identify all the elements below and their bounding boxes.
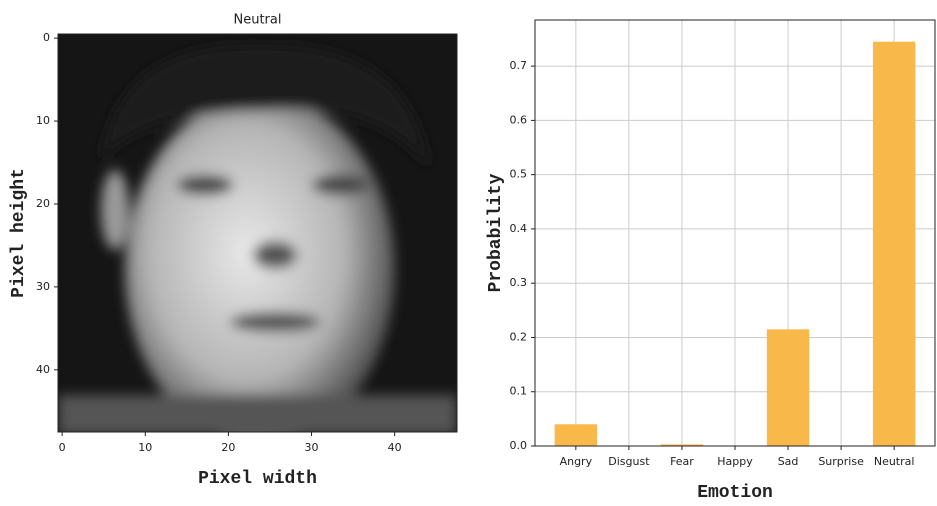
y-tick-label: 0.3 [510,276,528,289]
y-tick-label: 30 [36,280,50,293]
x-tick-label: 0 [59,441,66,454]
y-axis-label: Probability [486,173,506,292]
x-axis-label: Emotion [697,483,773,503]
bar [873,42,915,446]
y-tick-label: 0.0 [510,439,528,452]
y-tick-label: 0.2 [510,330,528,343]
y-tick-label: 0.5 [510,168,528,181]
x-tick-label: 40 [388,441,402,454]
x-tick-label: Neutral [874,455,915,468]
y-tick-label: 10 [36,114,50,127]
x-tick-label: Angry [560,455,593,468]
y-tick-label: 0.6 [510,113,528,126]
bar [767,329,809,446]
x-tick-label: 10 [138,441,152,454]
figure: Neutral 0 10 20 30 40 0 10 20 30 40 Pixel width Pixe… [0,0,937,506]
y-tick-label: 0.7 [510,59,528,72]
y-tick-label: 0 [43,31,50,44]
y-tick-label: 40 [36,363,50,376]
x-tick-label: 20 [221,441,235,454]
y-axis-label: Pixel height [9,168,29,298]
x-axis-label: Pixel width [198,469,317,489]
x-tick-label: Sad [778,455,799,468]
chart-title: Neutral [234,13,282,28]
y-tick-label: 20 [36,197,50,210]
y-tick-label: 0.4 [510,222,528,235]
x-tick-label: Happy [717,455,753,468]
x-tick-label: Surprise [818,455,864,468]
x-tick-label: Fear [670,455,694,468]
face-image [58,34,457,445]
bar [555,424,597,446]
x-tick-label: Disgust [608,455,650,468]
y-tick-label: 0.1 [510,385,528,398]
x-tick-label: 30 [305,441,319,454]
page: Neutral 0 10 20 30 40 0 10 20 30 40 Pixel width Pixe… [0,0,937,506]
